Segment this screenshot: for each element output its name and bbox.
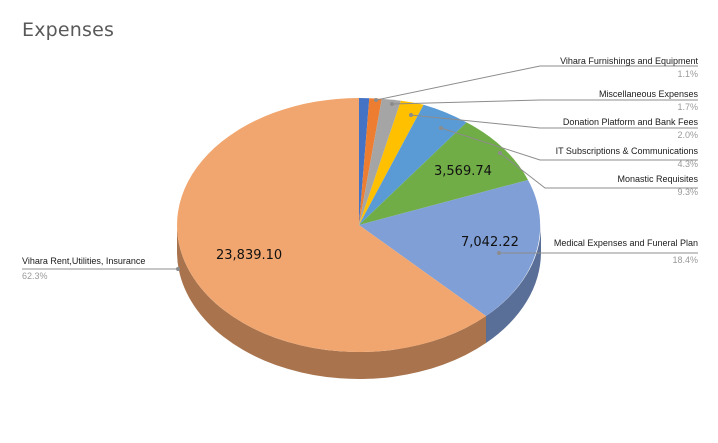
pct-rent: 62.3%	[22, 271, 48, 281]
chart-title: Expenses	[22, 19, 115, 41]
pct-it: 4.3%	[677, 159, 698, 169]
label-it: IT Subscriptions & Communications	[555, 146, 698, 156]
slice-side-medical	[486, 225, 541, 343]
leader-dots	[176, 98, 502, 271]
label-misc: Miscellaneous Expenses	[598, 89, 698, 99]
slice-misc	[359, 98, 401, 225]
label-monastic: Monastic Requisites	[617, 174, 698, 184]
leader-lines	[22, 65, 698, 270]
data-label-monastic: 3,569.74	[434, 164, 492, 179]
slice-monastic	[359, 122, 528, 225]
slice-medical	[359, 180, 541, 316]
slice-it	[359, 104, 467, 225]
pct-furnishings: 1.1%	[677, 69, 698, 79]
pct-monastic: 9.3%	[677, 187, 698, 197]
pct-misc: 1.7%	[677, 102, 698, 112]
slice-unlabeled	[359, 98, 370, 225]
label-donation: Donation Platform and Bank Fees	[562, 117, 698, 127]
slice-side-rent	[176, 225, 486, 380]
slice-furnishings	[359, 98, 382, 225]
data-label-rent: 23,839.10	[216, 248, 283, 263]
pct-medical: 18.4%	[672, 255, 698, 265]
label-rent: Vihara Rent,Utilities, Insurance	[22, 256, 146, 266]
pct-donation: 2.0%	[677, 130, 698, 140]
slice-donation	[359, 100, 424, 225]
label-medical: Medical Expenses and Funeral Plan	[553, 238, 698, 248]
data-label-medical: 7,042.22	[461, 235, 519, 250]
slice-rent	[177, 98, 486, 352]
label-furnishings: Vihara Furnishings and Equipment	[560, 56, 698, 66]
